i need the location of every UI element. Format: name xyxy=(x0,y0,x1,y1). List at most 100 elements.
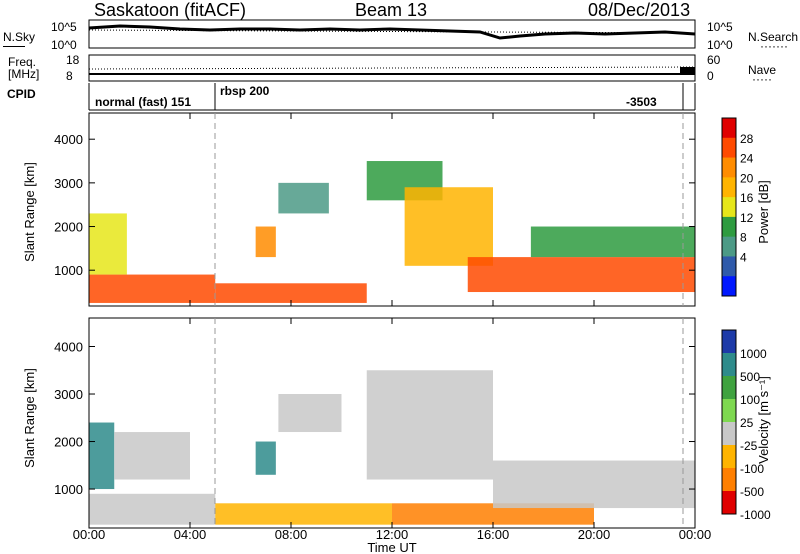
velocity-region-1 xyxy=(89,493,216,525)
power-panel-frame xyxy=(88,112,696,307)
velocity-colorbar-tick-label-6: -500 xyxy=(740,485,764,499)
nave-trace xyxy=(88,66,696,70)
x-tick-label-4: 16:00 xyxy=(477,527,510,542)
power-colorbar-label: Power [dB] xyxy=(756,180,771,244)
freq-panel-frame xyxy=(88,54,696,82)
cpid-entry-3503: -3503 xyxy=(626,95,657,109)
nsky-trace xyxy=(88,24,696,40)
power-region-5 xyxy=(366,161,443,201)
velocity-colorbar-swatch-5 xyxy=(722,445,736,469)
velocity-ytick-label-0: 1000 xyxy=(54,482,83,497)
power-colorbar-tick-label-4: 12 xyxy=(740,211,754,225)
x-axis-title: Time UT xyxy=(367,540,416,554)
power-colorbar-swatch-3 xyxy=(722,177,736,198)
power-colorbar-swatch-5 xyxy=(722,216,736,238)
x-tick-label-1: 04:00 xyxy=(174,527,207,542)
velocity-panel-frame xyxy=(88,317,696,529)
velocity-colorbar-tick-label-3: 25 xyxy=(740,416,754,430)
x-tick-label-5: 20:00 xyxy=(578,527,611,542)
nsky-label: N.Sky xyxy=(3,30,36,44)
power-region-4 xyxy=(278,182,329,214)
power-colorbar-swatch-0 xyxy=(722,118,736,139)
velocity-colorbar-swatch-6 xyxy=(722,468,736,492)
cpid-label: CPID xyxy=(7,87,36,101)
power-y-axis-title: Slant Range [km] xyxy=(22,162,37,262)
velocity-region-3 xyxy=(215,503,392,525)
freq-left-tick-bottom: 8 xyxy=(66,69,73,83)
date-title: 08/Dec/2013 xyxy=(588,0,691,20)
power-colorbar-swatch-1 xyxy=(722,137,736,159)
velocity-colorbar-swatch-2 xyxy=(722,376,736,400)
power-colorbar-swatch-2 xyxy=(722,157,736,178)
velocity-colorbar-tick-label-4: -25 xyxy=(740,439,758,453)
velocity-colorbar-frame xyxy=(721,329,737,515)
power-cells xyxy=(89,161,695,303)
power-ytick-label-2: 3000 xyxy=(54,176,83,191)
freq-label: Freq. xyxy=(8,55,37,69)
radar-title: Saskatoon (fitACF) xyxy=(94,0,247,20)
x-tick-label-6: 00:00 xyxy=(679,527,712,542)
power-colorbar-tick-label-0: 28 xyxy=(740,132,754,146)
velocity-colorbar-swatch-4 xyxy=(722,422,736,446)
x-tick-label-2: 08:00 xyxy=(275,527,308,542)
power-region-3 xyxy=(255,226,276,258)
velocity-region-8 xyxy=(493,460,695,509)
power-colorbar-tick-label-1: 24 xyxy=(740,152,754,166)
power-colorbar-swatch-8 xyxy=(722,276,736,297)
nave-right-tick-top: 60 xyxy=(707,53,721,67)
velocity-region-7 xyxy=(392,503,594,525)
power-colorbar-tick-label-6: 4 xyxy=(740,250,747,264)
power-colorbar-frame xyxy=(721,117,737,297)
power-region-1 xyxy=(89,213,127,275)
power-region-6 xyxy=(404,187,493,266)
beam-title: Beam 13 xyxy=(355,0,428,20)
velocity-colorbar-swatch-3 xyxy=(722,399,736,423)
power-region-0 xyxy=(89,274,216,303)
velocity-colorbar-swatch-1 xyxy=(722,353,736,377)
velocity-colorbar-swatch-0 xyxy=(722,330,736,354)
power-ytick-label-1: 2000 xyxy=(54,220,83,235)
cpid-entry-rbsp: rbsp 200 xyxy=(220,84,270,98)
cpid-entry-normal: normal (fast) 151 xyxy=(95,95,192,109)
power-region-8 xyxy=(530,226,695,258)
power-region-7 xyxy=(467,257,695,293)
x-tick-label-0: 00:00 xyxy=(73,527,106,542)
velocity-region-4 xyxy=(255,441,276,475)
velocity-y-axis-title: Slant Range [km] xyxy=(22,368,37,468)
velocity-region-0 xyxy=(89,422,115,490)
velocity-colorbar-label: Velocity [m s⁻¹] xyxy=(756,376,771,464)
power-colorbar-tick-label-3: 16 xyxy=(740,191,754,205)
velocity-ytick-label-2: 3000 xyxy=(54,387,83,402)
velocity-region-6 xyxy=(366,370,493,480)
power-ytick-label-3: 4000 xyxy=(54,132,83,147)
freq-left-tick-top: 18 xyxy=(66,53,80,67)
power-region-2 xyxy=(215,283,367,303)
velocity-colorbar-tick-label-2: 100 xyxy=(740,393,760,407)
nsearch-marker: ······· xyxy=(760,39,788,53)
velocity-colorbar-tick-label-5: -100 xyxy=(740,462,764,476)
power-colorbar-tick-label-5: 8 xyxy=(740,231,747,245)
nave-block xyxy=(680,67,695,75)
velocity-colorbar-tick-label-0: 1000 xyxy=(740,347,767,361)
nave-label: Nave xyxy=(748,63,777,77)
nsearch-label: N.Search xyxy=(748,30,799,44)
power-colorbar-swatch-6 xyxy=(722,236,736,257)
velocity-region-5 xyxy=(278,394,342,433)
noise-left-tick-bottom: 10^0 xyxy=(51,38,77,52)
velocity-colorbar-tick-label-7: -1000 xyxy=(740,508,771,522)
velocity-ytick-label-3: 4000 xyxy=(54,340,83,355)
velocity-colorbar-tick-label-1: 500 xyxy=(740,370,760,384)
noise-panel-frame xyxy=(88,19,696,49)
power-ytick-label-0: 1000 xyxy=(54,263,83,278)
velocity-region-2 xyxy=(114,432,190,480)
noise-right-tick-bottom: 10^0 xyxy=(707,38,733,52)
power-colorbar-tick-label-2: 20 xyxy=(740,171,754,185)
nave-right-tick-bottom: 0 xyxy=(707,69,714,83)
noise-right-tick-top: 10^5 xyxy=(707,20,733,34)
nsky-legend-line xyxy=(3,46,25,47)
x-tick-label-3: 12:00 xyxy=(376,527,409,542)
velocity-colorbar-swatch-7 xyxy=(722,491,736,515)
freq-unit-label: [MHz] xyxy=(8,67,40,81)
velocity-ytick-label-1: 2000 xyxy=(54,435,83,450)
